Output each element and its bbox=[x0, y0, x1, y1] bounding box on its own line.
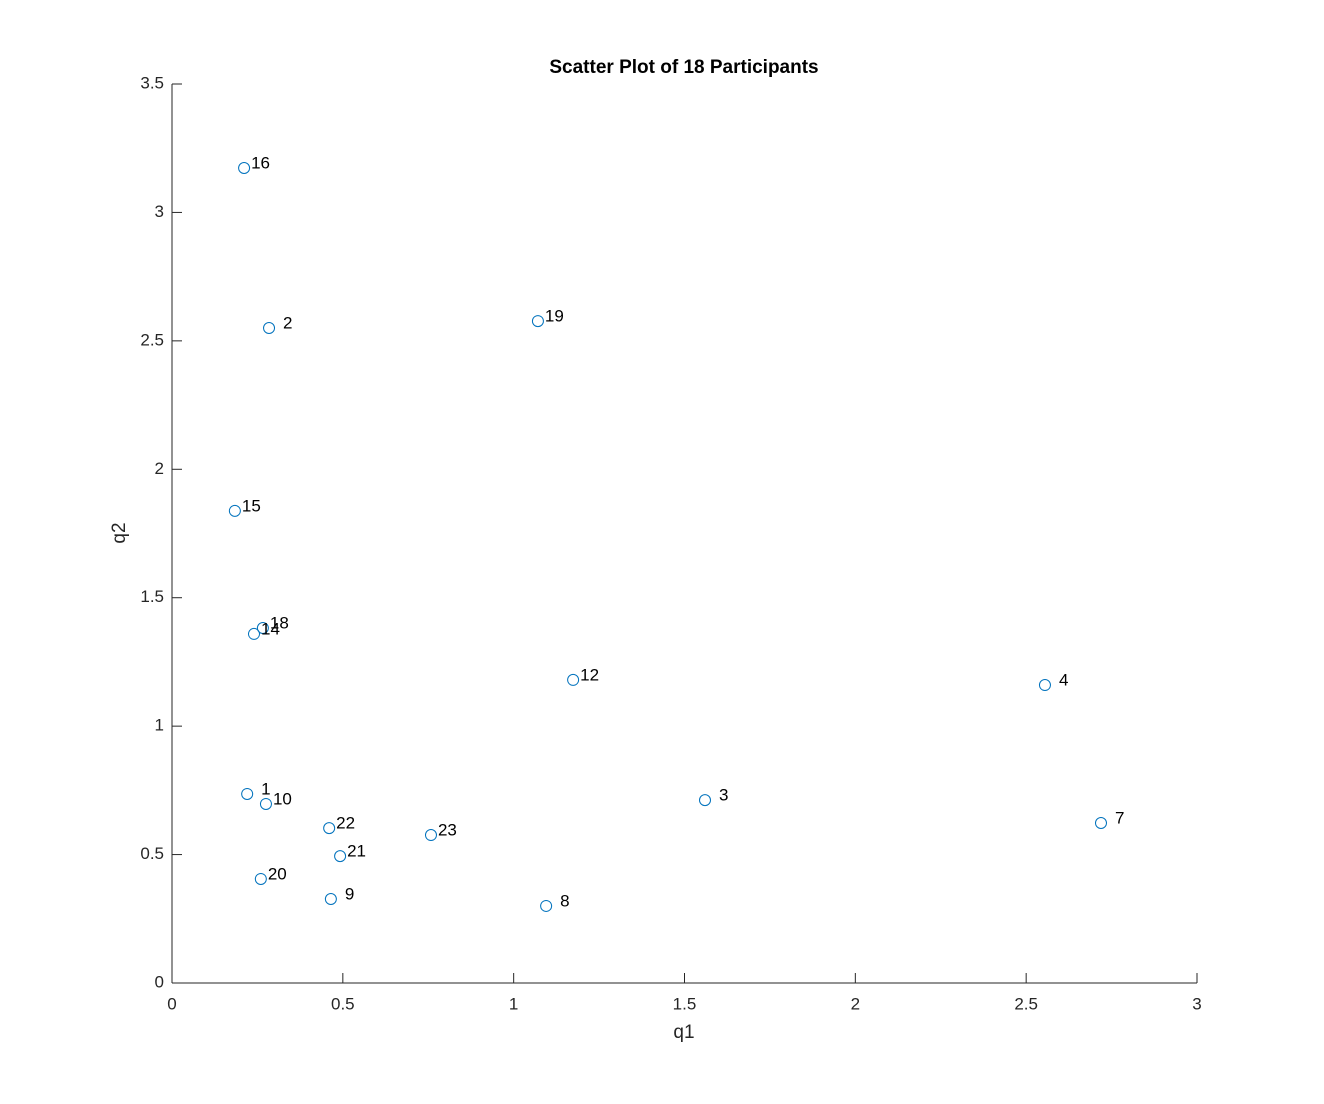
point bbox=[424, 829, 437, 842]
y-tick-label: 1.5 bbox=[140, 587, 164, 606]
point bbox=[1094, 816, 1107, 829]
point-label: 16 bbox=[251, 153, 270, 172]
point-label: 20 bbox=[268, 864, 287, 883]
y-tick-label: 0 bbox=[155, 972, 164, 991]
x-tick-label: 0 bbox=[167, 994, 176, 1013]
point-label: 22 bbox=[336, 814, 355, 833]
point bbox=[540, 899, 553, 912]
x-tick-label: 3 bbox=[1192, 994, 1201, 1013]
x-tick-label: 2.5 bbox=[1014, 994, 1038, 1013]
point-label: 1 bbox=[261, 779, 270, 798]
x-tick-label: 1 bbox=[509, 994, 518, 1013]
point-label: 12 bbox=[580, 665, 599, 684]
point bbox=[254, 872, 267, 885]
point bbox=[248, 627, 260, 640]
point-label: 4 bbox=[1059, 671, 1068, 690]
point bbox=[699, 794, 711, 807]
chart-title: Scatter Plot of 18 Participants bbox=[549, 57, 818, 78]
y-tick-label: 0.5 bbox=[140, 844, 164, 863]
point bbox=[259, 797, 272, 810]
point bbox=[323, 822, 336, 835]
y-tick-label: 3 bbox=[155, 202, 164, 221]
point-label: 15 bbox=[242, 496, 261, 515]
point-label: 19 bbox=[545, 307, 564, 326]
y-tick-label: 3.5 bbox=[140, 73, 164, 92]
point bbox=[334, 850, 347, 863]
y-tick-label: 2 bbox=[155, 459, 164, 478]
y-tick-label: 1 bbox=[155, 716, 164, 735]
point bbox=[263, 322, 276, 335]
point-label: 9 bbox=[345, 884, 354, 903]
point bbox=[531, 315, 544, 328]
point bbox=[241, 787, 254, 800]
point bbox=[256, 622, 269, 635]
x-tick-label: 2 bbox=[851, 994, 860, 1013]
point bbox=[324, 893, 337, 906]
point-label: 18 bbox=[270, 614, 289, 633]
y-axis-label: q2 bbox=[109, 522, 130, 543]
y-tick-label: 2.5 bbox=[140, 330, 164, 349]
point-label: 10 bbox=[273, 789, 292, 808]
point-label: 7 bbox=[1115, 808, 1124, 827]
point bbox=[228, 504, 241, 517]
point-label: 2 bbox=[283, 313, 292, 332]
point-label: 21 bbox=[347, 842, 366, 861]
point bbox=[238, 161, 251, 174]
point-label: 23 bbox=[438, 821, 457, 840]
x-axis-label: q1 bbox=[673, 1022, 694, 1043]
point-label: 3 bbox=[719, 786, 728, 805]
point bbox=[1038, 679, 1051, 692]
point-label: 8 bbox=[560, 891, 569, 910]
point bbox=[567, 673, 580, 686]
x-tick-label: 1.5 bbox=[673, 994, 697, 1013]
x-tick-label: 0.5 bbox=[331, 994, 355, 1013]
point-label: 14 bbox=[261, 619, 280, 638]
